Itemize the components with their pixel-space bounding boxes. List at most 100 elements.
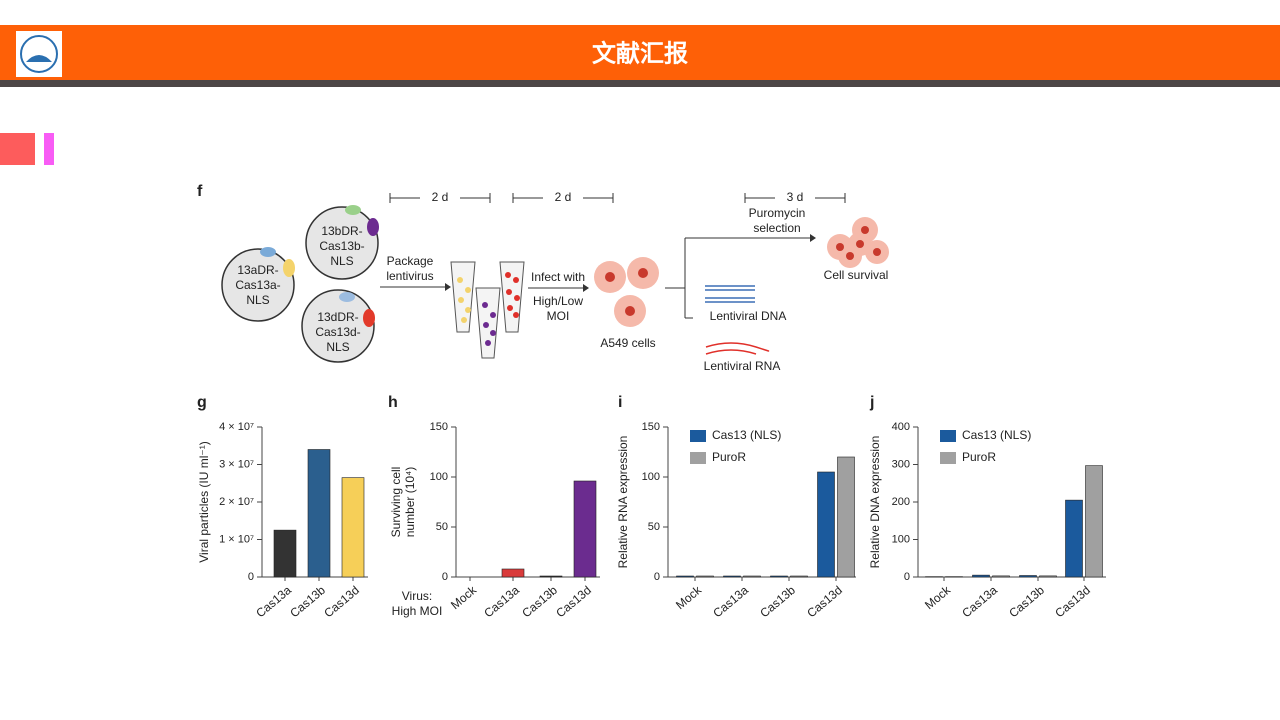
panel-label: f	[197, 183, 203, 200]
step-label: lentivirus	[386, 269, 433, 283]
plasmid-label: 13dDR-	[317, 310, 358, 324]
rna-icon	[705, 342, 770, 355]
x-tick-label: Mock	[448, 582, 480, 612]
bar	[723, 575, 741, 578]
plasmid	[305, 206, 379, 280]
y-tick-label: 400	[892, 421, 910, 433]
y-tick-label: 0	[442, 571, 448, 583]
x-tick-label: Cas13d	[321, 583, 362, 620]
bar	[817, 471, 835, 578]
y-tick-label: 300	[892, 458, 910, 470]
y-tick-label: 150	[642, 421, 660, 433]
x-tick-label: Cas13b	[757, 583, 798, 621]
plasmid	[301, 289, 375, 363]
bar	[273, 529, 297, 578]
timeline	[389, 193, 846, 203]
y-tick-label: 1 × 10⁷	[219, 533, 254, 545]
bar	[573, 480, 597, 578]
gene	[283, 259, 295, 277]
x-tick-label: Cas13a	[253, 583, 294, 621]
y-tick-label: 100	[430, 471, 448, 483]
bar	[1019, 575, 1037, 578]
plasmid-label: Cas13a-	[235, 278, 280, 292]
diagram: f 13aDR- Cas13a- NLS 13bDR- Cas13b- NLS …	[197, 183, 889, 373]
bar	[501, 568, 525, 578]
step-label: High/Low	[533, 294, 583, 308]
duration: 2 d	[432, 190, 449, 204]
x-tick-label: Mock	[922, 582, 954, 612]
cells	[594, 257, 659, 327]
duration: 2 d	[555, 190, 572, 204]
y-axis-label: Surviving cell	[389, 467, 403, 538]
y-tick-label: 100	[892, 533, 910, 545]
y-tick-label: 3 × 10⁷	[219, 458, 254, 470]
bar	[790, 575, 808, 578]
header-title: 文献汇报	[592, 39, 688, 67]
y-tick-label: 150	[430, 421, 448, 433]
bar	[992, 575, 1010, 578]
deco-square	[44, 133, 54, 165]
x-axis-label: Virus:	[402, 589, 432, 603]
deco-square	[0, 133, 35, 165]
y-tick-label: 200	[892, 496, 910, 508]
y-tick-label: 0	[654, 571, 660, 583]
y-axis-label: number (10⁴)	[403, 467, 417, 538]
dna-icon	[705, 285, 755, 303]
panel-label: i	[618, 394, 622, 411]
plasmid	[221, 248, 295, 322]
x-tick-label: Cas13d	[553, 583, 594, 620]
duration: 3 d	[787, 190, 804, 204]
step-label: A549 cells	[600, 336, 655, 350]
plasmid-label: NLS	[326, 340, 349, 354]
bar	[743, 575, 761, 578]
x-tick-label: Cas13b	[287, 583, 328, 621]
step-label: Infect with	[531, 270, 585, 284]
bar	[539, 575, 563, 578]
plasmid-label: 13aDR-	[237, 263, 278, 277]
y-tick-label: 2 × 10⁷	[219, 496, 254, 508]
logo-mark	[26, 55, 52, 62]
x-tick-label: Mock	[673, 582, 705, 612]
panel-label: h	[388, 394, 398, 411]
legend-swatch	[690, 430, 706, 442]
plasmid-label: Cas13b-	[319, 239, 364, 253]
gene	[260, 247, 276, 257]
logo-ring	[20, 35, 58, 73]
logo	[16, 31, 62, 77]
y-tick-label: 0	[248, 571, 254, 583]
bar	[1085, 465, 1103, 578]
legend-label: Cas13 (NLS)	[712, 428, 781, 442]
cells	[827, 217, 889, 268]
legend-label: Cas13 (NLS)	[962, 428, 1031, 442]
x-tick-label: Cas13a	[959, 583, 1000, 621]
bar	[696, 575, 714, 578]
legend-swatch	[940, 452, 956, 464]
y-axis-label: Relative DNA expression	[868, 436, 882, 569]
bar	[676, 575, 694, 578]
bar	[770, 575, 788, 578]
particles	[457, 277, 471, 323]
x-tick-label: Cas13b	[1006, 583, 1047, 621]
step-label: MOI	[547, 309, 570, 323]
panel-label: g	[197, 394, 207, 411]
step-label: Lentiviral RNA	[704, 359, 781, 373]
tube	[450, 261, 476, 333]
bar	[1065, 499, 1083, 578]
header-bar	[0, 25, 1280, 80]
arrowhead	[445, 283, 451, 291]
y-tick-label: 100	[642, 471, 660, 483]
y-tick-label: 50	[436, 521, 448, 533]
tube	[499, 261, 525, 333]
bar	[307, 449, 331, 578]
plasmid-label: Cas13d-	[315, 325, 360, 339]
y-tick-label: 0	[904, 571, 910, 583]
particles	[505, 272, 520, 318]
x-axis-label: High MOI	[392, 604, 443, 618]
x-tick-label: Cas13d	[804, 583, 845, 620]
legend-label: PuroR	[962, 450, 996, 464]
gene	[367, 218, 379, 236]
y-tick-label: 4 × 10⁷	[219, 421, 254, 433]
legend-swatch	[690, 452, 706, 464]
y-axis-label: Relative RNA expression	[616, 436, 630, 569]
